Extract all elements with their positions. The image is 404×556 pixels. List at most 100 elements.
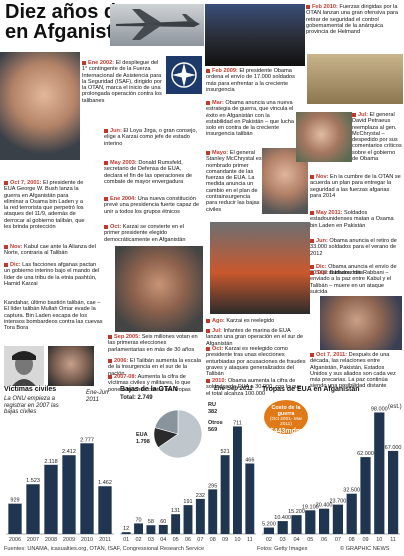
us-troops-chart: Tropas de EUA en Afganistán Costo de la … xyxy=(260,386,402,544)
bar xyxy=(305,510,316,534)
footer-credit: Fotos: Getty Images xyxy=(257,546,308,552)
timeline-bullet-icon xyxy=(206,68,210,73)
event-2007-08: 2007-08: Aumenta la cifra de víctimas ci… xyxy=(108,374,191,393)
footer-brand: © GRAPHIC NEWS xyxy=(340,546,390,552)
bar xyxy=(158,524,168,534)
x-tick-label: 06 xyxy=(185,537,191,543)
timeline-bullet-icon xyxy=(4,244,8,249)
event-may-2003: May 2003: Donald Rumsfeld, secretario de… xyxy=(104,160,193,185)
bar xyxy=(195,498,205,534)
x-tick-label: 11 xyxy=(390,537,396,543)
bar-value-label: 19.100 xyxy=(302,504,319,510)
event-2006: 2006: El Talibán aumenta la escala de la… xyxy=(108,358,201,377)
bar-value-label: 131 xyxy=(171,508,180,514)
pie-slice-name: Otros xyxy=(208,420,223,426)
timeline-bullet-icon xyxy=(306,4,310,9)
timeline-bullet-icon xyxy=(108,358,112,363)
timeline-bullet-icon xyxy=(108,334,112,339)
bar-value-label: 70 xyxy=(135,517,141,523)
bar-value-label: 1.523 xyxy=(26,478,40,484)
bar-value-label: 232 xyxy=(196,493,205,499)
war-cost-value: $443mdm xyxy=(269,427,303,435)
explosion-photo xyxy=(210,222,310,314)
timeline-bullet-icon xyxy=(104,196,108,201)
timeline-bullet-icon xyxy=(206,100,210,105)
bar xyxy=(291,515,302,534)
civilian-casualties-plot: 929 2006 1.523 2007 2.118 2008 2.412 2009 2.777 2… xyxy=(6,437,114,543)
x-tick-label: 07 xyxy=(197,537,203,543)
event-mar-2009: Mar: Obama anuncia una nueva estrategia … xyxy=(206,100,295,138)
pie-slice-name: EUA xyxy=(136,432,148,438)
chart-title: Bajas de la OTAN xyxy=(120,386,178,393)
bar xyxy=(387,450,399,534)
bin-laden-photo xyxy=(48,346,94,386)
event-sep-2011: Sep: Burhanuddin Rabbani – enviado a la … xyxy=(310,270,392,295)
estimate-label: (est.) xyxy=(388,404,402,410)
bar-value-label: 2.118 xyxy=(44,459,57,465)
timeline-bullet-icon xyxy=(206,378,210,383)
footer-sources: Fuentes: UNAMA, icasualties.org, OTAN, I… xyxy=(4,546,205,552)
event-feb-2009: Feb 2009: El presidente Obama ordena el … xyxy=(206,68,295,93)
x-tick-label: 02 xyxy=(266,537,272,543)
bar-value-label: 191 xyxy=(183,499,192,505)
bar xyxy=(374,412,385,534)
event-oct-2004: Oct: Karzai se convierte en el primer pr… xyxy=(104,224,186,243)
pie-slice-value: 1.798 xyxy=(136,439,150,445)
timeline-bullet-icon xyxy=(4,262,8,267)
chart-range-label: Ene-Jun 2011 xyxy=(86,390,109,403)
bar-value-label: 98.000 xyxy=(371,406,388,412)
x-tick-label: 09 xyxy=(362,537,368,543)
war-cost-label: Costo de la guerra xyxy=(271,405,301,417)
event-sep-2005: Sep 2005: Seis millones votan en las pri… xyxy=(108,334,198,353)
bar xyxy=(233,426,242,534)
event-jul-2010-petraeus: Jul: El general David Petraeus reemplaza… xyxy=(352,112,402,163)
timeline-bullet-icon xyxy=(310,264,314,269)
event-ene-2002: Ene 2002: El despliegue del 1° contingen… xyxy=(82,60,162,104)
karzai-photo xyxy=(115,246,203,332)
bar-value-label: 929 xyxy=(10,498,19,504)
x-tick-label: 10 xyxy=(234,537,240,543)
bar-value-label: 62.000 xyxy=(357,451,374,457)
bar-value-label: 5.200 xyxy=(262,522,276,528)
chart-range-label: Ene-Sep 2011 xyxy=(214,386,253,392)
bar xyxy=(171,514,181,534)
bar xyxy=(263,527,275,534)
bar-value-label: 711 xyxy=(233,420,242,426)
bar-value-label: 2.412 xyxy=(62,449,76,455)
event-kandahar: Kandahar, último bastión talibán, cae – … xyxy=(4,300,103,332)
bar xyxy=(8,503,22,534)
x-tick-label: 02 xyxy=(135,537,141,543)
event-dic-2001: Dic: Las facciones afganas pactan un gob… xyxy=(4,262,100,287)
x-tick-label: 2011 xyxy=(99,537,111,543)
x-tick-label: 2010 xyxy=(81,537,93,543)
nato-casualties-plot: 12 01 70 02 58 03 60 04 131 05 191 06 232 07 295 08 521 0… xyxy=(120,402,256,543)
x-tick-label: 01 xyxy=(123,537,129,543)
bar-value-label: 12 xyxy=(123,526,129,532)
obama-photo xyxy=(205,4,305,66)
bar xyxy=(121,532,131,534)
timeline-bullet-icon xyxy=(352,112,356,117)
x-tick-label: 05 xyxy=(173,537,179,543)
bar xyxy=(44,464,58,534)
pie-slice xyxy=(157,409,203,459)
bar-value-label: 1.462 xyxy=(98,480,112,486)
x-tick-label: 2006 xyxy=(9,537,21,543)
timeline-bullet-icon xyxy=(206,328,210,333)
bar-value-label: 295 xyxy=(208,483,217,489)
rabbani-photo xyxy=(320,296,402,350)
bar xyxy=(134,523,143,534)
x-tick-label: 06 xyxy=(321,537,327,543)
event-ago-2009: Ago: Karzai es reelegido xyxy=(206,318,306,324)
x-tick-label: 09 xyxy=(222,537,228,543)
bar xyxy=(146,525,156,534)
mullah-omar-sketch xyxy=(4,346,44,386)
event-may-2011: May 2011: Soldados estadounidenses matan… xyxy=(310,210,394,229)
bar-value-label: 10.400 xyxy=(274,515,291,521)
timeline-bullet-icon xyxy=(4,180,8,185)
helmand-soldiers-photo xyxy=(307,54,403,104)
chart-title: Víctimas civiles xyxy=(4,386,57,393)
bar-value-label: 32.500 xyxy=(343,488,360,494)
event-jul-2010: Jul: Infantes de marina de EUA lanzan un… xyxy=(206,328,304,347)
timeline-bullet-icon xyxy=(82,60,86,65)
